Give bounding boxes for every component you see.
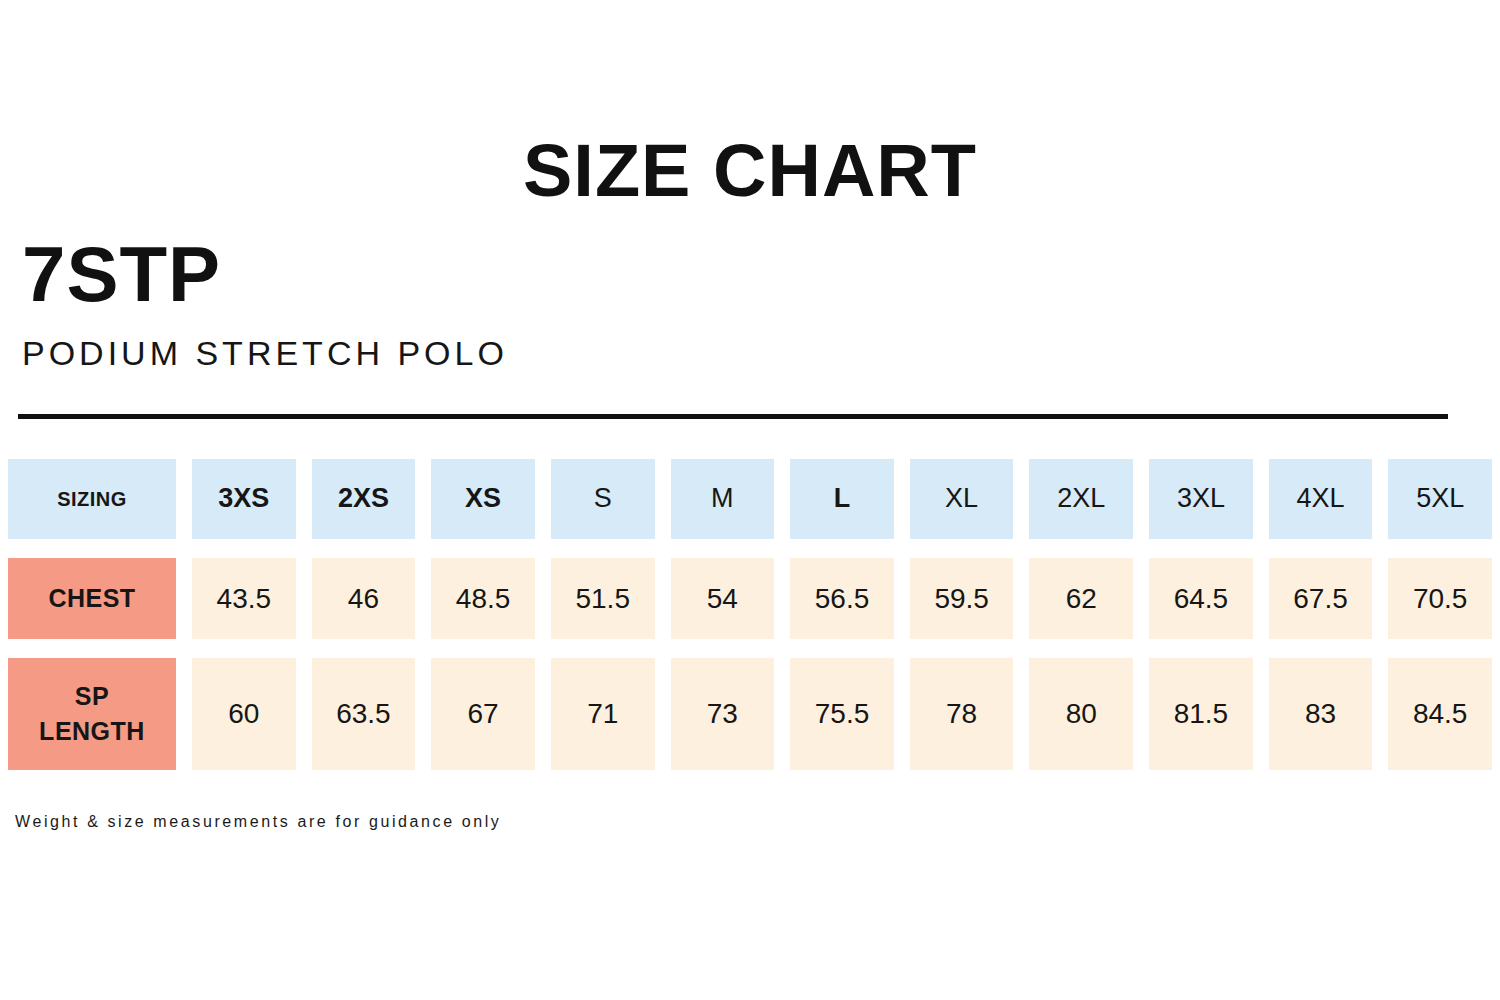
- column-header-2xs: 2XS: [312, 459, 416, 539]
- cell-sp-length-3xs: 60: [192, 658, 296, 770]
- cell-chest-s: 51.5: [551, 558, 655, 639]
- size-chart-page: SIZE CHART 7STP PODIUM STRETCH POLO SIZI…: [0, 0, 1500, 1000]
- cell-chest-3xl: 64.5: [1149, 558, 1253, 639]
- cell-chest-2xs: 46: [312, 558, 416, 639]
- cell-sp-length-3xl: 81.5: [1149, 658, 1253, 770]
- column-header-xl: XL: [910, 459, 1014, 539]
- column-header-s: S: [551, 459, 655, 539]
- cell-sp-length-m: 73: [671, 658, 775, 770]
- cell-sp-length-4xl: 83: [1269, 658, 1373, 770]
- cell-sp-length-l: 75.5: [790, 658, 894, 770]
- cell-chest-l: 56.5: [790, 558, 894, 639]
- cell-chest-xs: 48.5: [431, 558, 535, 639]
- column-header-3xs: 3XS: [192, 459, 296, 539]
- column-header-m: M: [671, 459, 775, 539]
- footnote: Weight & size measurements are for guida…: [15, 813, 501, 831]
- column-header-3xl: 3XL: [1149, 459, 1253, 539]
- row-label-sp-length: SP LENGTH: [8, 658, 176, 770]
- column-header-xs: XS: [431, 459, 535, 539]
- column-header-4xl: 4XL: [1269, 459, 1373, 539]
- product-name: PODIUM STRETCH POLO: [22, 336, 508, 370]
- cell-sp-length-xl: 78: [910, 658, 1014, 770]
- product-code: 7STP: [22, 235, 221, 313]
- cell-chest-5xl: 70.5: [1388, 558, 1492, 639]
- cell-chest-4xl: 67.5: [1269, 558, 1373, 639]
- column-header-2xl: 2XL: [1029, 459, 1133, 539]
- cell-chest-m: 54: [671, 558, 775, 639]
- cell-chest-2xl: 62: [1029, 558, 1133, 639]
- page-title: SIZE CHART: [0, 128, 1500, 213]
- cell-sp-length-5xl: 84.5: [1388, 658, 1492, 770]
- cell-sp-length-2xs: 63.5: [312, 658, 416, 770]
- size-table: SIZING3XS2XSXSSMLXL2XL3XL4XL5XL CHEST43.5…: [8, 459, 1492, 770]
- cell-chest-xl: 59.5: [910, 558, 1014, 639]
- cell-sp-length-s: 71: [551, 658, 655, 770]
- cell-chest-3xs: 43.5: [192, 558, 296, 639]
- row-label-chest: CHEST: [8, 558, 176, 639]
- column-header-5xl: 5XL: [1388, 459, 1492, 539]
- column-header-l: L: [790, 459, 894, 539]
- sizing-header-cell: SIZING: [8, 459, 176, 539]
- cell-sp-length-xs: 67: [431, 658, 535, 770]
- divider-line: [18, 414, 1448, 419]
- cell-sp-length-2xl: 80: [1029, 658, 1133, 770]
